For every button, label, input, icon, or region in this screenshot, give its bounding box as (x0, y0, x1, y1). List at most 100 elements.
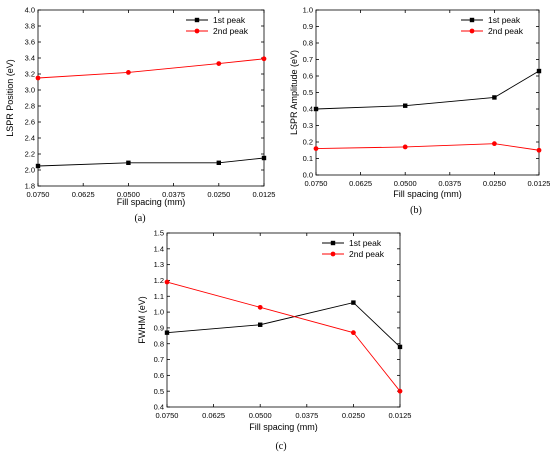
y-tick-label: 2.4 (25, 134, 35, 143)
series-line-1 (166, 302, 401, 348)
data-point-circle (125, 70, 131, 75)
data-point-square (164, 330, 170, 335)
y-tick-label: 0.6 (154, 371, 164, 380)
legend-label: 1st peak (488, 15, 521, 25)
data-point-circle (216, 61, 222, 66)
data-point-circle (492, 141, 497, 147)
x-axis-label: Fill spacing (mm) (117, 197, 186, 207)
data-point-square (492, 95, 497, 100)
y-tick-label: 3.0 (25, 86, 35, 95)
legend-marker-square (330, 240, 336, 246)
y-tick-label: 2.6 (25, 118, 35, 127)
y-tick-label: 2.8 (25, 102, 35, 111)
legend-marker-square (469, 17, 475, 23)
data-point-square (35, 163, 41, 169)
y-tick-label: 0.7 (303, 55, 313, 64)
y-tick-label: 1.8 (25, 182, 35, 191)
y-tick-label: 0.3 (303, 121, 313, 130)
data-point-square (261, 155, 267, 161)
x-tick-label: 0.0500 (394, 179, 417, 188)
data-point-square (351, 300, 356, 305)
legend-label: 1st peak (213, 15, 246, 25)
y-tick-label: 0.5 (154, 387, 164, 396)
chart-panel-3: 0.4 0.5 0.6 0.7 0.8 0.9 1.0 1.1 1.2 1.3 1.4 1.5 0.07… (137, 229, 411, 452)
y-tick-label: 0.8 (303, 39, 313, 48)
y-tick-label: 1.0 (303, 6, 313, 15)
y-tick-label: 2.0 (25, 166, 35, 175)
data-point-circle (164, 279, 170, 285)
y-tick-label: 0.4 (154, 403, 164, 412)
y-tick-label: 1.5 (154, 229, 164, 238)
panel-label: (c) (275, 441, 286, 452)
data-point-square (397, 344, 403, 350)
x-tick-label: 0.0500 (117, 190, 140, 199)
legend-label: 1st peak (349, 238, 382, 248)
x-tick-label: 0.0375 (295, 411, 318, 420)
y-tick-label: 0.9 (303, 22, 313, 31)
series-line-1 (315, 70, 540, 110)
x-tick-label: 0.0750 (27, 190, 50, 199)
data-point-square (403, 103, 408, 108)
x-tick-label: 0.0375 (438, 179, 461, 188)
data-point-circle (402, 144, 408, 150)
y-tick-label: 0.0 (303, 171, 313, 180)
legend-marker-circle (469, 28, 475, 34)
data-point-circle (536, 147, 542, 153)
data-point-square (258, 322, 263, 327)
data-point-circle (257, 304, 263, 310)
plot-frame (37, 9, 265, 187)
data-point-circle (261, 56, 267, 62)
panel-label: (b) (410, 205, 422, 216)
legend-label: 2nd peak (213, 26, 249, 36)
x-tick-label: 0.0750 (156, 411, 179, 420)
y-tick-label: 1.1 (154, 292, 164, 301)
data-point-circle (397, 388, 403, 394)
x-tick-label: 0.0125 (528, 179, 550, 188)
x-tick-label: 0.0750 (305, 179, 328, 188)
y-tick-label: 1.3 (154, 260, 164, 269)
data-point-circle (351, 330, 356, 336)
series-line-2 (37, 58, 265, 79)
data-point-circle (35, 75, 41, 81)
x-tick-label: 0.0250 (483, 179, 506, 188)
y-tick-label: 2.2 (25, 150, 35, 159)
legend-marker-circle (194, 28, 200, 34)
y-tick-label: 0.5 (303, 88, 313, 97)
y-axis-label: LSPR Position (eV) (5, 59, 15, 137)
y-tick-label: 0.2 (303, 138, 313, 147)
x-tick-label: 0.0625 (202, 411, 225, 420)
data-point-square (313, 106, 319, 112)
data-point-circle (313, 146, 319, 152)
y-tick-label: 0.1 (303, 154, 313, 163)
x-tick-label: 0.0250 (207, 190, 230, 199)
legend-marker-square (194, 17, 200, 23)
x-tick-label: 0.0500 (249, 411, 272, 420)
data-point-square (216, 160, 221, 165)
y-axis-label: LSPR Amplitude (eV) (289, 50, 299, 135)
chart-panel-1: 1.8 2.0 2.2 2.4 2.6 2.8 3.0 3.2 3.4 3.6 3.8 4.0 0.07… (5, 6, 275, 224)
y-tick-label: 4.0 (25, 6, 35, 15)
panel-label: (a) (134, 213, 145, 224)
y-tick-label: 3.6 (25, 38, 35, 47)
y-tick-label: 1.2 (154, 276, 164, 285)
legend-marker-circle (330, 251, 336, 257)
chart-panel-2: 0.0 0.1 0.2 0.3 0.4 0.5 0.6 0.7 0.8 0.9 1.0 0.0750 0… (289, 6, 550, 216)
x-axis-label: Fill spacing (mm) (249, 422, 318, 432)
plot-frame (166, 232, 401, 408)
x-tick-label: 0.0250 (342, 411, 365, 420)
y-tick-label: 3.2 (25, 70, 35, 79)
x-axis-label: Fill spacing (mm) (393, 189, 462, 199)
y-tick-label: 3.4 (25, 54, 35, 63)
y-tick-label: 1.0 (154, 308, 164, 317)
y-tick-label: 1.4 (154, 244, 164, 253)
y-tick-label: 0.6 (303, 72, 313, 81)
series-line-1 (37, 157, 265, 167)
y-axis-label: FWHM (eV) (137, 296, 147, 344)
data-point-square (126, 160, 131, 165)
legend-label: 2nd peak (488, 26, 524, 36)
x-tick-label: 0.0375 (162, 190, 185, 199)
x-tick-label: 0.0625 (72, 190, 95, 199)
y-tick-label: 0.4 (303, 105, 313, 114)
data-point-square (536, 68, 542, 74)
